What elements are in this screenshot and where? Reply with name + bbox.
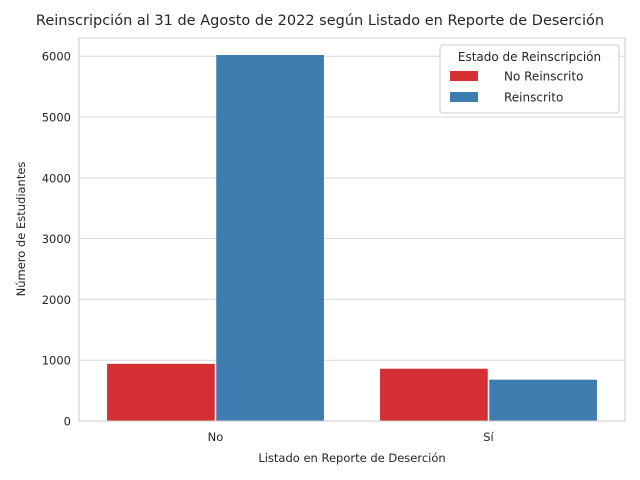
legend-items: No Reinscrito Reinscrito: [450, 70, 583, 105]
y-tick-label: 5000: [42, 111, 71, 125]
y-tick-label: 6000: [42, 50, 71, 64]
y-axis-label: Número de Estudiantes: [14, 162, 28, 297]
x-tick-label: Sí: [483, 430, 494, 444]
y-tick-label: 4000: [42, 171, 71, 185]
x-tick-labels: No Sí: [208, 430, 495, 444]
legend-title: Estado de Reinscripción: [458, 50, 601, 64]
y-tick-label: 1000: [42, 354, 71, 368]
gridlines: [79, 55, 625, 422]
legend-label-0: No Reinscrito: [504, 70, 583, 84]
legend-label-1: Reinscrito: [504, 91, 563, 105]
bar-reinscrito-0: [216, 55, 324, 422]
chart-title: Reinscripción al 31 de Agosto de 2022 se…: [36, 13, 604, 29]
legend: Estado de Reinscripción No Reinscrito Rei…: [439, 44, 620, 114]
x-tick-label: No: [208, 430, 224, 444]
bars: [107, 55, 597, 422]
y-tick-label: 3000: [42, 232, 71, 246]
bar-reinscrito-1: [489, 379, 597, 421]
bar-no-reinscrito-1: [380, 368, 488, 421]
y-tick-labels: 0 1000 2000 3000 4000 5000 6000: [42, 50, 71, 429]
bar-no-reinscrito-0: [107, 363, 215, 421]
legend-swatch-1: [450, 92, 478, 102]
plot-frame: [78, 37, 626, 422]
x-axis-label: Listado en Reporte de Deserción: [258, 451, 445, 465]
y-tick-label: 2000: [42, 293, 71, 307]
legend-box: [439, 44, 620, 114]
y-tick-label: 0: [64, 415, 71, 429]
legend-swatch-0: [450, 71, 478, 81]
